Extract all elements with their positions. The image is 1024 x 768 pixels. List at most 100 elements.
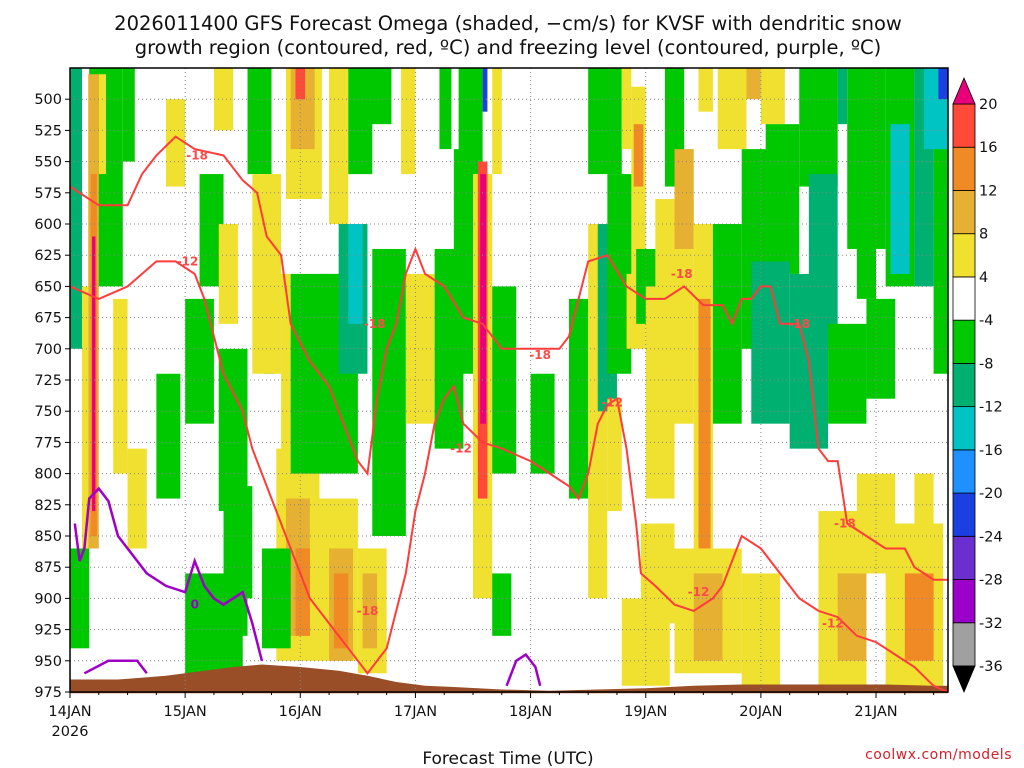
colorbar-tick-label: 4 — [979, 270, 988, 286]
x-tick-label: 17JAN — [394, 704, 437, 720]
y-tick-label: 775 — [34, 435, 62, 451]
y-tick-label: 900 — [34, 591, 62, 607]
omega-cell — [938, 68, 948, 100]
colorbar-tick-label: -8 — [979, 356, 993, 372]
contour-minus-18C — [69, 135, 948, 581]
omega-cell — [698, 68, 713, 112]
y-tick-label: 500 — [34, 92, 62, 108]
omega-cell — [213, 68, 234, 131]
omega-cell — [492, 286, 517, 474]
omega-cell — [218, 224, 238, 324]
omega-cell — [914, 473, 934, 549]
colorbar-segment — [952, 449, 976, 494]
omega-cell — [348, 224, 363, 324]
omega-cell — [530, 373, 555, 474]
title-line2: growth region (contoured, red, ºC) and f… — [135, 36, 882, 59]
omega-cell — [439, 68, 452, 150]
x-tick-label: 19JAN — [624, 704, 667, 720]
omega-cell — [492, 573, 512, 636]
colorbar-tick-label: -16 — [979, 443, 1003, 459]
y-tick-label: 825 — [34, 498, 62, 514]
contour-label: -18 — [834, 517, 856, 531]
contour-labels: -18 -12 -18 -18 -12 -18 -12 -18 -18 -12 -18 -12 0 — [177, 148, 856, 630]
colorbar-segment — [952, 146, 976, 191]
y-tick-label: 975 — [34, 685, 62, 701]
omega-cell — [453, 149, 474, 374]
omega-cell — [765, 124, 800, 274]
colorbar-tick-label: -12 — [979, 400, 1003, 416]
omega-cell — [482, 68, 488, 112]
omega-cell — [156, 373, 181, 499]
omega-cell — [127, 448, 147, 549]
colorbar-tick-label: -32 — [979, 616, 1003, 632]
omega-cell — [588, 68, 622, 175]
x-tick-year-label: 2026 — [52, 724, 89, 740]
omega-cell — [837, 573, 867, 661]
omega-cell — [693, 573, 723, 661]
colorbar-tick-label: -20 — [979, 486, 1003, 502]
omega-cell — [92, 236, 96, 512]
colorbar-tick-label: -4 — [979, 313, 993, 329]
omega-cell — [837, 68, 848, 125]
colorbar-tick-label: -28 — [979, 573, 1003, 589]
credit-text: coolwx.com/models — [865, 747, 1012, 763]
colorbar-tick-label: -24 — [979, 529, 1003, 545]
title-line1: 2026011400 GFS Forecast Omega (shaded, −… — [114, 12, 902, 35]
omega-cell — [607, 398, 622, 512]
colorbar-segment — [952, 103, 976, 148]
terrain-layer — [70, 664, 948, 694]
colorbar-segment — [952, 406, 976, 451]
omega-cell — [295, 68, 306, 100]
omega-cell — [401, 68, 416, 175]
omega-cell — [674, 149, 694, 249]
contour-label: 0 — [191, 598, 199, 612]
omega-cell — [185, 573, 243, 674]
omega-cell — [329, 68, 349, 224]
contour-label: -18 — [186, 148, 208, 162]
omega-cell — [480, 174, 486, 424]
omega-cell — [81, 286, 89, 549]
axes: 500 525 550 575 600 625 650 675 700 725 750 775 800 8… — [34, 67, 949, 740]
colorbar-legend: -36 -32 -28 -24 -20 -16 -12 -8 -4 4 8 12 16 20 — [952, 76, 1003, 694]
x-tick-label: 14JAN — [48, 704, 91, 720]
y-tick-label: 750 — [34, 404, 62, 420]
x-tick-label: 18JAN — [509, 704, 552, 720]
omega-cell — [890, 124, 910, 274]
colorbar-segment — [952, 579, 976, 624]
omega-cell — [199, 174, 224, 287]
contour-minus-12C — [69, 260, 949, 693]
omega-cell — [799, 68, 838, 187]
terrain-surface — [70, 664, 948, 694]
colorbar-segment — [952, 190, 976, 235]
y-tick-label: 875 — [34, 560, 62, 576]
y-tick-label: 675 — [34, 311, 62, 327]
colorbar-tick-label: 16 — [979, 140, 997, 156]
colorbar-segment — [952, 622, 976, 667]
omega-cell — [333, 573, 349, 649]
y-tick-label: 625 — [34, 248, 62, 264]
contour-label: -12 — [688, 585, 710, 599]
omega-cell — [717, 68, 747, 150]
y-tick-label: 600 — [34, 217, 62, 233]
contour-label: -12 — [822, 616, 844, 630]
omega-cell — [362, 68, 392, 125]
contour-lines — [69, 135, 949, 693]
omega-cell — [98, 74, 106, 175]
colorbar-min-arrow — [952, 665, 976, 694]
contour-label: -12 — [450, 442, 472, 456]
omega-cell — [70, 68, 82, 349]
x-tick-label: 20JAN — [739, 704, 782, 720]
colorbar-segment — [952, 276, 976, 321]
y-tick-label: 800 — [34, 467, 62, 483]
colorbar-tick-label: 8 — [979, 227, 988, 243]
colorbar-segment — [952, 319, 976, 364]
y-tick-label: 700 — [34, 342, 62, 358]
colorbar-segment — [952, 233, 976, 278]
y-tick-label: 925 — [34, 623, 62, 639]
omega-cell — [760, 68, 785, 125]
contour-label: -18 — [788, 317, 810, 331]
colorbar-max-arrow — [952, 76, 976, 105]
omega-cell — [640, 523, 675, 624]
freezing-level-contour — [505, 652, 542, 687]
